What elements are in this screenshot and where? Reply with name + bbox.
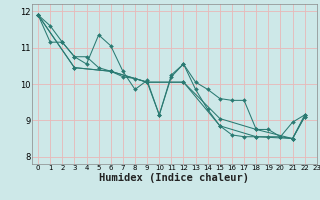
X-axis label: Humidex (Indice chaleur): Humidex (Indice chaleur) (100, 173, 249, 183)
